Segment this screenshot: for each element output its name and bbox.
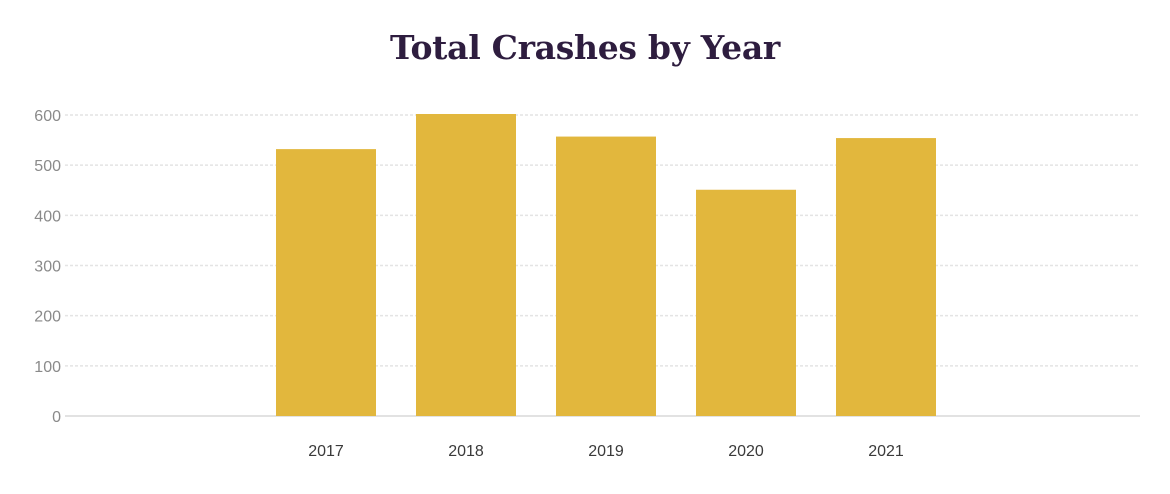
bar-2021[interactable] <box>836 138 936 416</box>
bar-2020[interactable] <box>696 189 796 416</box>
x-tick-label: 2017 <box>308 443 344 460</box>
y-tick-label: 500 <box>34 158 61 175</box>
chart-title: Total Crashes by Year <box>390 28 780 67</box>
bar-2018[interactable] <box>416 113 516 416</box>
y-tick-label: 300 <box>34 259 61 276</box>
x-tick-label: 2021 <box>868 443 904 460</box>
y-tick-label: 200 <box>34 309 61 326</box>
y-tick-label: 400 <box>34 208 61 225</box>
y-tick-label: 0 <box>52 409 61 426</box>
y-tick-label: 600 <box>34 108 61 125</box>
bar-2017[interactable] <box>276 149 376 416</box>
bar-2019[interactable] <box>556 136 656 417</box>
x-tick-label: 2019 <box>588 443 624 460</box>
x-tick-label: 2018 <box>448 443 484 460</box>
y-tick-label: 100 <box>34 359 61 376</box>
x-tick-label: 2020 <box>728 443 764 460</box>
